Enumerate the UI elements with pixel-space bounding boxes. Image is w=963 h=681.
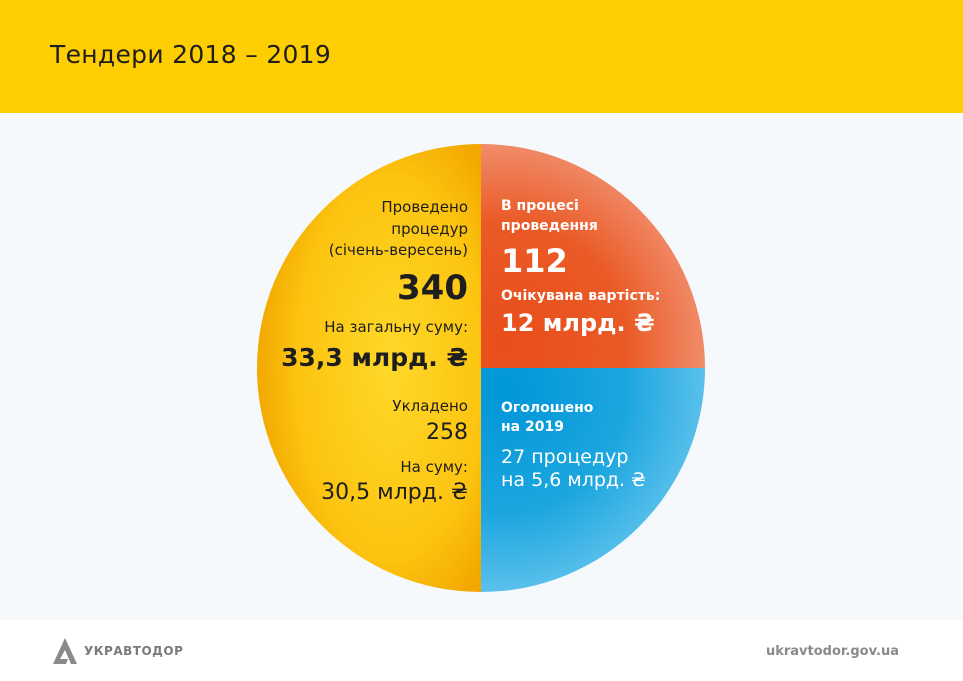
signed-sum-label: На суму: <box>400 458 468 476</box>
signed-sum: 30,5 млрд. ₴ <box>321 480 468 505</box>
header-bar: Тендери 2018 – 2019 <box>0 0 963 113</box>
logo-icon <box>53 638 77 664</box>
in-progress-label-line1: В процесі <box>501 198 579 214</box>
slice-conducted <box>257 144 481 592</box>
slice-label-conducted-line1: Проведено <box>381 198 468 216</box>
website-link[interactable]: ukravtodor.gov.ua <box>765 644 899 659</box>
signed-label: Укладено <box>392 397 468 415</box>
announced-sum: на 5,6 млрд. ₴ <box>501 469 646 491</box>
page-title: Тендери 2018 – 2019 <box>50 40 332 69</box>
slice-announced <box>481 368 705 592</box>
announced-label-line2: на 2019 <box>501 419 564 435</box>
slice-label-conducted-line3: (січень-вересень) <box>328 241 468 259</box>
in-progress-count: 112 <box>501 242 568 280</box>
slice-in-progress <box>481 144 705 368</box>
footer <box>0 620 963 681</box>
conducted-sum-label: На загальну суму: <box>324 318 468 336</box>
slice-label-conducted-line2: процедур <box>391 220 468 238</box>
expected-cost: 12 млрд. ₴ <box>501 309 655 337</box>
expected-cost-label: Очікувана вартість: <box>501 288 661 304</box>
announced-label-line1: Оголошено <box>501 400 594 416</box>
announced-count: 27 процедур <box>501 446 629 468</box>
signed-count: 258 <box>426 420 468 445</box>
logo: УКРАВТОДОР <box>52 637 183 665</box>
conducted-count: 340 <box>397 268 468 308</box>
in-progress-label-line2: проведення <box>501 218 598 234</box>
conducted-sum: 33,3 млрд. ₴ <box>281 343 468 372</box>
logo-text: УКРАВТОДОР <box>84 644 184 658</box>
